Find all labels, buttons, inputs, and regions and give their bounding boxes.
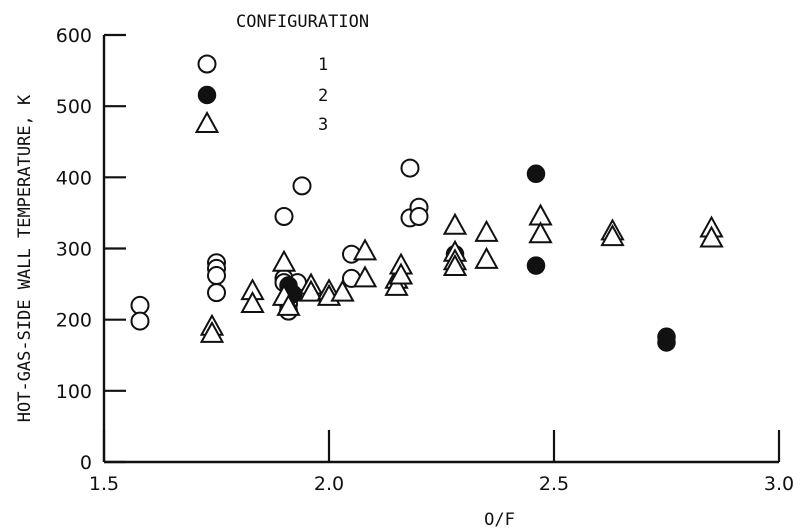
y-tick-label: 400 bbox=[56, 167, 92, 189]
x-tick-label: 2.0 bbox=[314, 473, 344, 495]
data-point bbox=[657, 333, 676, 352]
data-point bbox=[207, 266, 226, 286]
data-point bbox=[276, 293, 301, 316]
y-tick-label: 500 bbox=[56, 96, 92, 118]
legend-label: 2 bbox=[318, 86, 328, 106]
data-point bbox=[388, 262, 414, 285]
data-point bbox=[526, 256, 546, 275]
series-2 bbox=[279, 164, 676, 352]
y-axis-title: HOT-GAS-SIDE WALL TEMPERATURE, K bbox=[15, 94, 35, 422]
legend-marker bbox=[197, 85, 217, 105]
data-point bbox=[352, 265, 378, 288]
data-marks bbox=[130, 158, 724, 352]
data-point bbox=[207, 283, 226, 303]
legend: CONFIGURATION 1 2 3 bbox=[194, 12, 369, 135]
y-tick-label: 600 bbox=[56, 25, 92, 47]
data-point bbox=[474, 219, 499, 242]
data-point bbox=[240, 290, 265, 313]
series-3 bbox=[199, 203, 724, 343]
data-point bbox=[292, 176, 312, 196]
x-axis-title: O/F bbox=[484, 510, 515, 530]
data-point bbox=[330, 279, 355, 302]
x-tick-label: 1.5 bbox=[89, 473, 119, 495]
data-point bbox=[199, 320, 225, 343]
legend-title: CONFIGURATION bbox=[236, 12, 369, 32]
data-point bbox=[528, 221, 553, 244]
data-point bbox=[474, 246, 499, 269]
x-tick-label: 3.0 bbox=[764, 473, 794, 495]
data-point bbox=[384, 273, 409, 296]
data-point bbox=[274, 206, 294, 226]
legend-marker bbox=[197, 54, 217, 74]
data-point bbox=[352, 238, 378, 261]
data-point bbox=[699, 225, 724, 248]
legend-marker bbox=[194, 110, 220, 133]
y-tick-label: 100 bbox=[56, 381, 92, 403]
data-point bbox=[400, 158, 420, 178]
data-point bbox=[409, 206, 429, 226]
data-point bbox=[526, 164, 546, 184]
legend-label: 1 bbox=[318, 55, 328, 75]
y-tick-label: 300 bbox=[56, 239, 92, 261]
legend-label: 3 bbox=[318, 115, 328, 135]
data-point bbox=[442, 253, 468, 276]
axes: 1.5 2.0 2.5 3.0 0 100 200 300 400 500 600 bbox=[56, 25, 794, 495]
x-tick-label: 2.5 bbox=[539, 473, 569, 495]
data-point bbox=[442, 212, 468, 235]
data-point bbox=[298, 279, 324, 302]
y-tick-label: 200 bbox=[56, 310, 92, 332]
data-point bbox=[130, 295, 150, 315]
y-tick-label: 0 bbox=[80, 452, 92, 474]
data-point bbox=[271, 249, 297, 272]
data-point bbox=[130, 311, 150, 331]
data-point bbox=[600, 224, 625, 247]
